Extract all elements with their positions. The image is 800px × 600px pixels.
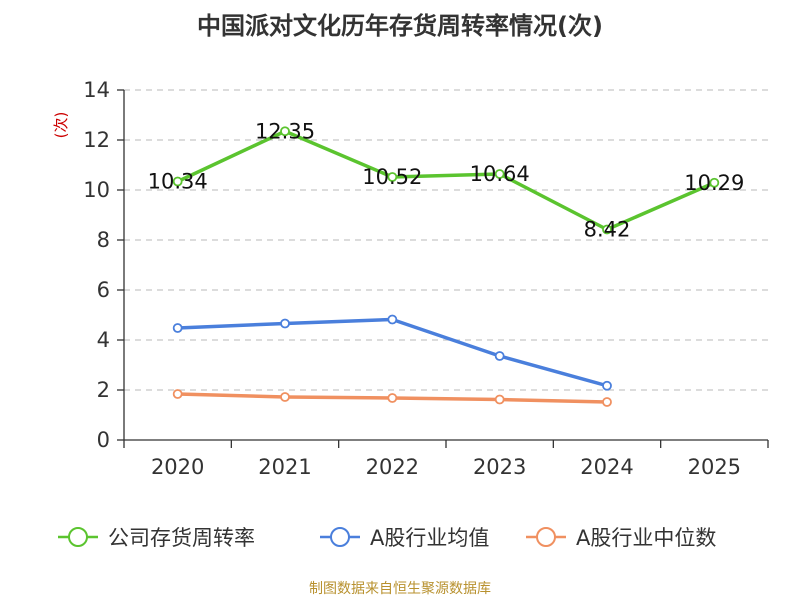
y-tick-label: 10 <box>83 178 110 202</box>
data-point <box>280 126 290 137</box>
legend-label: A股行业中位数 <box>576 526 716 550</box>
data-point <box>494 169 505 179</box>
y-tick-label: 2 <box>97 378 110 402</box>
data-point <box>387 314 398 325</box>
y-tick-label: 0 <box>97 428 110 452</box>
axes: 0 2 4 6 8 10 12 14 (次) 2020 2021 2022 2023 2024 2025 <box>52 78 769 479</box>
data-point <box>172 176 183 187</box>
data-point <box>709 177 720 188</box>
data-point <box>494 394 505 405</box>
data-point <box>280 392 290 402</box>
series-line-1 <box>177 317 608 388</box>
data-point <box>387 393 398 403</box>
source-footer: 制图数据来自恒生聚源数据库 <box>309 581 491 597</box>
series-layer <box>172 126 720 407</box>
data-point <box>602 224 612 235</box>
data-label: 10.52 <box>362 165 422 189</box>
y-tick-label: 8 <box>97 228 110 252</box>
legend-marker <box>536 527 556 547</box>
data-point <box>172 323 183 333</box>
series-line-0 <box>176 129 716 232</box>
y-tick-label: 6 <box>97 278 110 302</box>
data-point <box>602 380 612 391</box>
y-axis-title: (次) <box>52 112 70 139</box>
x-tick-label: 2023 <box>473 455 526 479</box>
chart-title: 中国派对文化历年存货周转率情况(次) <box>197 12 603 40</box>
x-tick-label: 2022 <box>366 455 419 479</box>
data-point <box>494 351 505 361</box>
data-label: 10.34 <box>148 170 208 194</box>
data-label: 12.35 <box>255 119 315 143</box>
data-label: 10.29 <box>684 171 744 195</box>
data-point <box>172 389 183 399</box>
legend: 公司存货周转率 A股行业均值 A股行业中位数 <box>58 526 716 550</box>
data-labels: 10.34 12.35 10.52 10.64 8.42 10.29 <box>148 119 745 241</box>
legend-label: 公司存货周转率 <box>108 526 255 550</box>
y-tick-label: 4 <box>97 328 110 352</box>
x-tick-label: 2025 <box>688 455 741 479</box>
data-point <box>387 172 398 182</box>
data-label: 8.42 <box>584 218 631 242</box>
data-label: 10.64 <box>470 162 530 186</box>
data-point <box>602 397 612 407</box>
x-tick-label: 2020 <box>151 455 204 479</box>
y-tick-label: 12 <box>83 128 110 152</box>
legend-label: A股行业均值 <box>370 526 489 550</box>
y-tick-label: 14 <box>83 78 110 102</box>
grid-lines <box>124 89 768 391</box>
legend-marker <box>330 527 350 547</box>
x-tick-label: 2021 <box>258 455 311 479</box>
x-tick-label: 2024 <box>580 455 633 479</box>
data-point <box>280 318 290 329</box>
legend-marker <box>68 527 88 547</box>
